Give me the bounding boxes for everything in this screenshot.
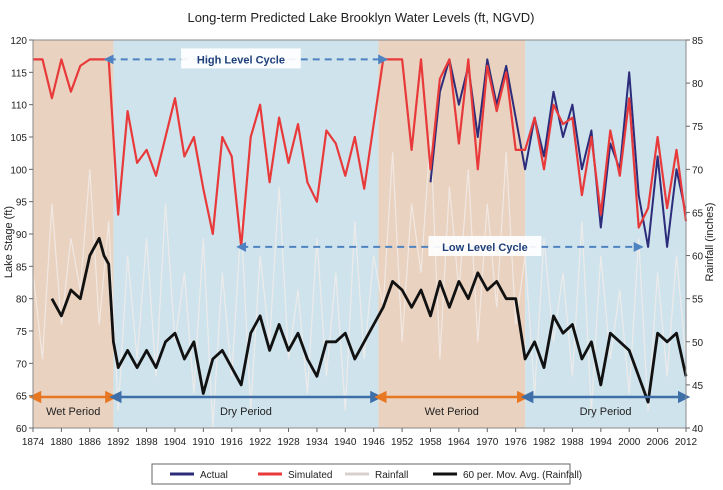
y2-tick-label: 60 [692,252,704,263]
x-tick-label: 1922 [249,437,272,448]
x-tick-label: 1970 [476,437,499,448]
legend: Actual Simulated Rainfall 60 per. Mov. Avg.… [170,470,582,481]
y2-tick-label: 80 [692,79,704,90]
y-tick-label: 75 [16,327,28,338]
y2-tick-label: 40 [692,424,704,435]
x-tick-label: 2012 [675,437,698,448]
y2-tick-label: 55 [692,295,704,306]
x-tick-label: 1940 [334,437,357,448]
period-label: Wet Period [46,406,100,418]
y-tick-label: 70 [16,359,28,370]
y2-tick-label: 70 [692,165,704,176]
annotations: Wet Period Dry Period Wet Period Dry Period… [28,48,691,418]
period-band-dry [525,40,686,428]
x-tick-label: 1928 [277,437,300,448]
period-bands [33,40,686,428]
x-tick-label: 1958 [419,437,442,448]
y-axis-label: Lake Stage (ft) [3,206,15,278]
x-tick-label: 1994 [590,437,613,448]
cycle-label-bg [428,235,542,256]
y-tick-label: 110 [11,101,27,112]
y-tick-label: 120 [10,36,27,47]
x-tick-label: 1886 [79,437,102,448]
period-label: Dry Period [220,406,272,418]
legend-label: Actual [200,470,228,481]
x-tick-label: 1988 [561,437,584,448]
y-tick-label: 105 [10,133,27,144]
x-axis-ticks: 1874 1880 1886 1892 1898 1904 1910 1916 1922 1928… [22,428,698,448]
x-tick-label: 2006 [646,437,669,448]
legend-label: 60 per. Mov. Avg. (Rainfall) [463,470,582,481]
period-label: Dry Period [580,406,632,418]
x-tick-label: 1892 [107,437,130,448]
y-tick-label: 80 [16,295,28,306]
rainfall-series [32,134,687,429]
x-tick-label: 1880 [50,437,73,448]
legend-label: Simulated [288,470,332,481]
x-tick-label: 1916 [221,437,244,448]
period-band-wet [33,40,114,428]
y2-tick-label: 65 [692,208,704,219]
y-axis-ticks: 60 65 70 75 80 85 90 95 100 105 110 115 120 [10,36,33,435]
x-tick-label: 1898 [135,437,158,448]
period-label: Wet Period [425,406,479,418]
x-tick-label: 1982 [533,437,556,448]
y-tick-label: 65 [16,392,28,403]
legend-label: Rainfall [375,470,408,481]
y2-tick-label: 85 [692,36,704,47]
y2-axis-ticks: 40 45 50 55 60 65 70 75 80 85 [686,36,704,435]
y2-tick-label: 75 [692,122,704,133]
y-tick-label: 115 [11,68,27,79]
y2-tick-label: 45 [692,381,704,392]
chart-title: Long-term Predicted Lake Brooklyn Water … [187,10,534,25]
x-tick-label: 1946 [363,437,386,448]
series-lines [33,58,688,404]
y-tick-label: 85 [16,262,28,273]
cycle-label: Low Level Cycle [442,242,528,254]
rainfall-line [32,134,687,429]
series-line-60-per-mov-avg-rainfall- [50,236,688,404]
cycle-label-bg [181,48,301,69]
y-tick-label: 100 [10,165,27,176]
x-tick-label: 1976 [505,437,528,448]
y-tick-label: 90 [16,230,28,241]
x-tick-label: 2000 [618,437,641,448]
y-tick-label: 95 [16,198,28,209]
y2-axis-label: Rainfall (inches) [704,203,716,282]
period-band-dry [113,40,379,428]
x-tick-label: 1874 [22,437,45,448]
x-tick-label: 1910 [192,437,215,448]
x-tick-label: 1904 [164,437,187,448]
period-band-wet [378,40,526,428]
series-line-simulated [33,58,688,248]
y-tick-label: 60 [16,424,28,435]
y2-tick-label: 50 [692,338,704,349]
x-tick-label: 1934 [306,437,329,448]
x-tick-label: 1964 [448,437,471,448]
cycle-label: High Level Cycle [197,54,285,66]
x-tick-label: 1952 [391,437,414,448]
